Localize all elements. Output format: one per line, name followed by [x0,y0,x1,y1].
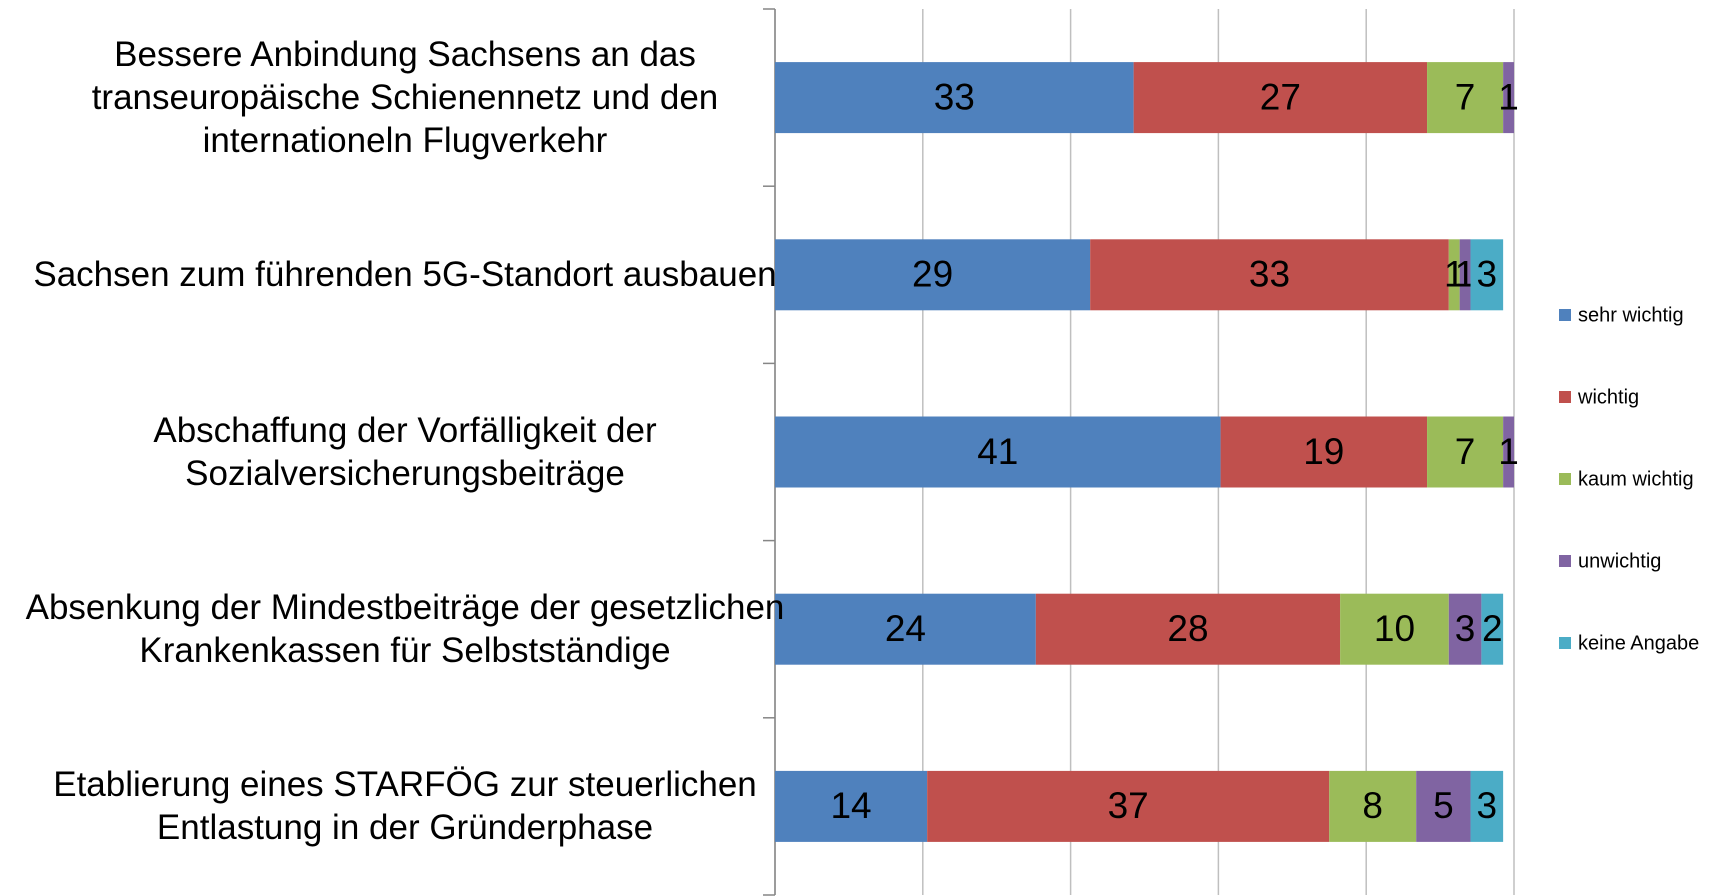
bar-segment [1503,416,1514,488]
data-label: 3 [1477,254,1498,295]
data-label: 5 [1433,785,1454,826]
data-label: 33 [1249,254,1290,295]
bar-segment [1448,239,1460,311]
bar-segment [775,239,1091,311]
bar-segment [1481,593,1504,665]
data-label: 7 [1455,76,1476,117]
data-label: 1 [1498,431,1519,472]
data-label: 10 [1374,608,1415,649]
data-label: 29 [912,254,953,295]
legend-swatch [1559,473,1571,485]
data-label: 19 [1303,431,1344,472]
category-label: Etablierung eines STARFÖG zur steuerlich… [53,765,757,848]
legend-swatch [1559,555,1571,567]
data-label: 8 [1362,785,1383,826]
bar-segment [775,62,1134,134]
bar-segment [1133,62,1428,134]
legend-label: keine Angabe [1578,632,1699,654]
legend-swatch [1559,391,1571,403]
category-label: Absenkung der Mindestbeiträge der gesetz… [25,588,785,671]
data-label: 3 [1455,608,1476,649]
data-label: 41 [977,431,1018,472]
bar-segment [775,593,1036,665]
bar-segment [1459,239,1471,311]
legend-label: sehr wichtig [1578,304,1684,326]
bar-segment [1427,416,1504,488]
bar-segment [775,416,1221,488]
bar-segment [1329,770,1417,842]
bar-segment [1470,770,1504,842]
bar-segment [1220,416,1428,488]
data-label: 1 [1444,254,1465,295]
data-label: 1 [1498,76,1519,117]
category-label: Abschaffung der Vorfälligkeit der Sozial… [153,410,657,493]
data-label: 28 [1167,608,1208,649]
legend-swatch [1559,309,1571,321]
data-label: 1 [1455,254,1476,295]
category-label: Bessere Anbindung Sachsens an das transe… [91,35,719,161]
data-label: 24 [885,608,926,649]
bar-segment [1470,239,1504,311]
category-label: Sachsen zum führenden 5G-Standort ausbau… [33,255,777,295]
data-label: 33 [934,76,975,117]
bar-segment [1035,593,1341,665]
bar-segment [1448,593,1482,665]
legend-label: kaum wichtig [1578,468,1694,490]
legend-label: unwichtig [1578,550,1661,572]
bar-segment [1427,62,1504,134]
data-label: 3 [1477,785,1498,826]
data-label: 7 [1455,431,1476,472]
data-label: 14 [830,785,871,826]
bar-segment [1416,770,1471,842]
bar-segment [927,770,1330,842]
legend-label: wichtig [1577,386,1639,408]
bar-segment [1340,593,1449,665]
data-label: 27 [1260,76,1301,117]
data-label: 37 [1108,785,1149,826]
bar-segment [775,770,928,842]
bar-segment [1503,62,1514,134]
data-label: 2 [1482,608,1503,649]
legend-swatch [1559,637,1571,649]
bar-segment [1090,239,1449,311]
